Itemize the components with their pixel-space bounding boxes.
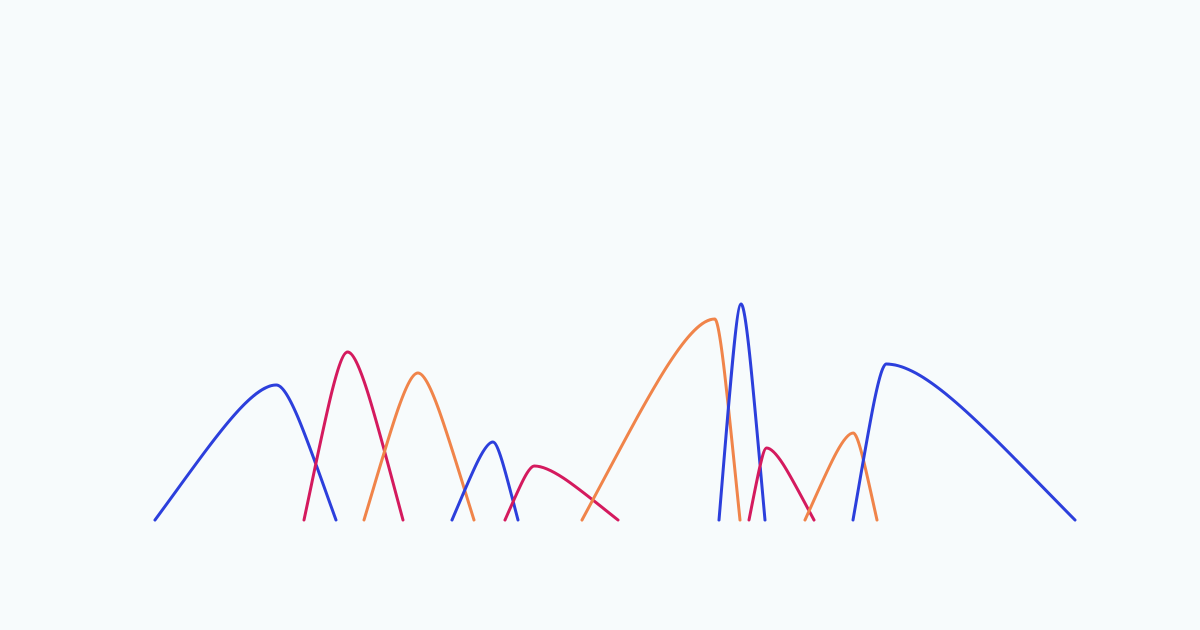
blue-arc-2 — [450, 440, 520, 522]
orange-arc-2 — [580, 317, 742, 522]
orange-arc-1 — [362, 371, 476, 522]
blue-arc-1 — [153, 383, 338, 522]
blue-arc-3 — [717, 302, 767, 522]
blue-arc-4 — [851, 362, 1077, 522]
orange-arc-3 — [803, 431, 879, 522]
crimson-arc-1 — [302, 350, 405, 522]
crimson-arc-3 — [747, 446, 816, 522]
crimson-arc-2 — [503, 464, 620, 522]
